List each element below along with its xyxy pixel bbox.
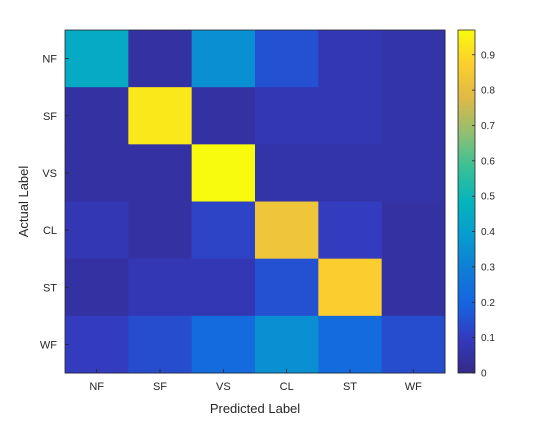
- colorbar-ticks: 0 0.1 0.2 0.3 0.4 0.5 0.6 0.7 0.8 0.9: [472, 50, 495, 380]
- heatmap-cell-vs-sf: [128, 144, 193, 202]
- heatmap-cell-cl-wf: [381, 201, 446, 260]
- x-tick-label: SF: [153, 381, 167, 393]
- heatmap-cell-wf-sf: [128, 315, 193, 374]
- heatmap-cell-sf-vs: [191, 87, 256, 145]
- y-tick-label: VS: [42, 168, 57, 180]
- heatmap-cell-wf-wf: [381, 315, 446, 374]
- colorbar-tick-label: 0.2: [481, 298, 495, 309]
- heatmap-cell-st-sf: [128, 258, 193, 317]
- plot-frame: [64, 29, 446, 374]
- heatmap-cell-sf-wf: [381, 87, 446, 145]
- x-tick-label: VS: [216, 381, 231, 393]
- heatmap-cell-wf-cl: [255, 315, 319, 374]
- heatmap-cell-cl-st: [318, 201, 383, 260]
- colorbar-tick-label: 0.1: [481, 333, 495, 344]
- colorbar-tick-label: 0.5: [481, 192, 495, 203]
- heatmap-cell-sf-cl: [255, 87, 319, 145]
- x-axis-title: Predicted Label: [210, 401, 300, 416]
- heatmap-cell-st-st: [318, 258, 383, 317]
- y-axis-title: Actual Label: [16, 166, 31, 238]
- heatmap-cell-st-cl: [255, 258, 319, 317]
- y-tick-label: SF: [43, 111, 57, 123]
- heatmap-cell-nf-cl: [255, 30, 319, 88]
- heatmap-cell-nf-sf: [128, 30, 193, 88]
- colorbar: [457, 29, 476, 374]
- colorbar-tick-label: 0.9: [481, 50, 495, 61]
- heatmap-cell-sf-nf: [65, 87, 129, 145]
- heatmap-cell-nf-st: [318, 30, 383, 88]
- colorbar-tick-label: 0: [481, 369, 487, 380]
- heatmap-cell-vs-st: [318, 144, 383, 202]
- heatmap-cell-cl-nf: [65, 201, 129, 260]
- colorbar-tick-label: 0.7: [481, 121, 495, 132]
- x-tick-label: WF: [405, 381, 422, 393]
- y-tick-label: NF: [42, 54, 57, 66]
- heatmap-cell-sf-st: [318, 87, 383, 145]
- heatmap-cell-st-nf: [65, 258, 129, 317]
- heatmap-cells: [65, 30, 446, 374]
- x-tick-label: CL: [280, 381, 294, 393]
- heatmap-cell-vs-cl: [255, 144, 319, 202]
- x-tick-label: NF: [89, 381, 104, 393]
- y-tick-label: WF: [40, 339, 57, 351]
- heatmap-cell-wf-nf: [65, 315, 129, 374]
- colorbar-tick-label: 0.4: [481, 227, 495, 238]
- x-axis-ticks: NF SF VS CL ST WF: [89, 369, 422, 393]
- heatmap-cell-st-wf: [381, 258, 446, 317]
- heatmap-cell-nf-nf: [65, 30, 129, 88]
- x-tick-label: ST: [343, 381, 357, 393]
- heatmap-cell-cl-vs: [191, 201, 256, 260]
- heatmap-cell-vs-wf: [381, 144, 446, 202]
- colorbar-tick-label: 0.6: [481, 156, 495, 167]
- colorbar-tick-label: 0.3: [481, 262, 495, 273]
- heatmap-cell-st-vs: [191, 258, 256, 317]
- heatmap-cell-cl-cl: [255, 201, 319, 260]
- heatmap-cell-wf-st: [318, 315, 383, 374]
- y-axis-ticks: NF SF VS CL ST WF: [40, 54, 69, 351]
- heatmap-cell-vs-vs: [191, 144, 256, 202]
- heatmap-cell-nf-vs: [191, 30, 256, 88]
- heatmap-cell-cl-sf: [128, 201, 193, 260]
- heatmap-cell-nf-wf: [381, 30, 446, 88]
- heatmap-cell-wf-vs: [191, 315, 256, 374]
- y-tick-label: ST: [43, 282, 57, 294]
- colorbar-tick-label: 0.8: [481, 86, 495, 97]
- heatmap-cell-sf-sf: [128, 87, 193, 145]
- heatmap-cell-vs-nf: [65, 144, 129, 202]
- y-tick-label: CL: [43, 225, 57, 237]
